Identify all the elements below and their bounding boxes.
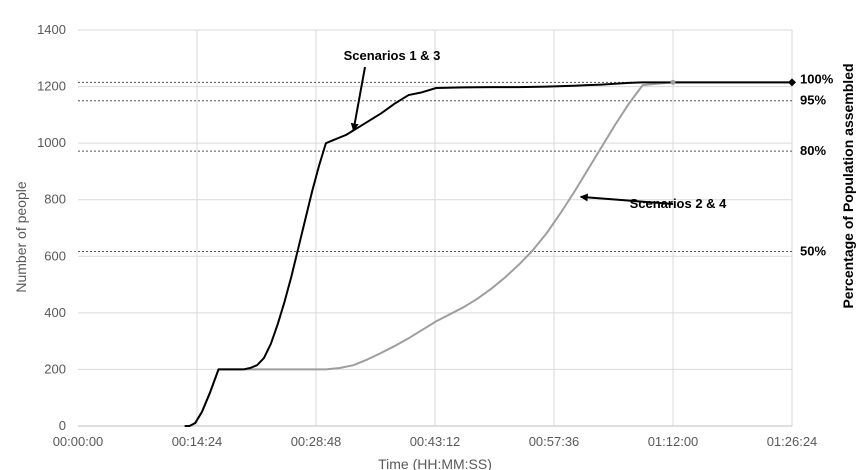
x-tick-label: 00:43:12 xyxy=(410,434,461,449)
annotation-arrow xyxy=(350,66,366,132)
reference-line-label: 50% xyxy=(800,243,826,258)
y-tick-label: 0 xyxy=(59,418,66,433)
reference-line-label: 95% xyxy=(800,93,826,108)
x-tick-label: 01:26:24 xyxy=(767,434,818,449)
annotation-label: Scenarios 2 & 4 xyxy=(630,196,728,211)
x-tick-label: 00:28:48 xyxy=(291,434,342,449)
annotation-label: Scenarios 1 & 3 xyxy=(344,48,441,63)
x-axis-title: Time (HH:MM:SS) xyxy=(378,456,492,470)
line-end-marker xyxy=(788,78,796,87)
reference-line-label: 100% xyxy=(800,71,834,86)
annotations: Scenarios 1 & 3 Scenarios 2 & 4 xyxy=(344,48,728,211)
reference-line-label: 80% xyxy=(800,143,826,158)
x-tick-label: 00:14:24 xyxy=(172,434,223,449)
annotation-arrow xyxy=(579,193,674,205)
y-tick-label: 1400 xyxy=(37,22,66,37)
y-axis-title: Number of people xyxy=(13,181,29,293)
y-tick-label: 400 xyxy=(44,305,66,320)
y-tick-label: 1000 xyxy=(37,135,66,150)
y2-axis-title: Percentage of Population assembled xyxy=(840,63,856,308)
reference-lines: 100% 95% 80% 50% xyxy=(78,71,834,258)
x-tick-label: 01:12:00 xyxy=(648,434,699,449)
gridlines xyxy=(78,29,793,427)
series-end-marker xyxy=(670,79,676,85)
series-lines xyxy=(184,78,796,427)
x-tick-label: 00:57:36 xyxy=(529,434,580,449)
y-tick-label: 600 xyxy=(44,248,66,263)
y-tick-label: 200 xyxy=(44,361,66,376)
series-line-1 xyxy=(184,81,793,427)
series-line-2 xyxy=(184,81,793,427)
y-tick-label: 1200 xyxy=(37,79,66,94)
x-tick-label: 00:00:00 xyxy=(53,434,104,449)
y-tick-label: 800 xyxy=(44,192,66,207)
axes: 0 200 400 600 800 1000 1200 1400 00:00:00 00:14:2… xyxy=(37,22,817,449)
